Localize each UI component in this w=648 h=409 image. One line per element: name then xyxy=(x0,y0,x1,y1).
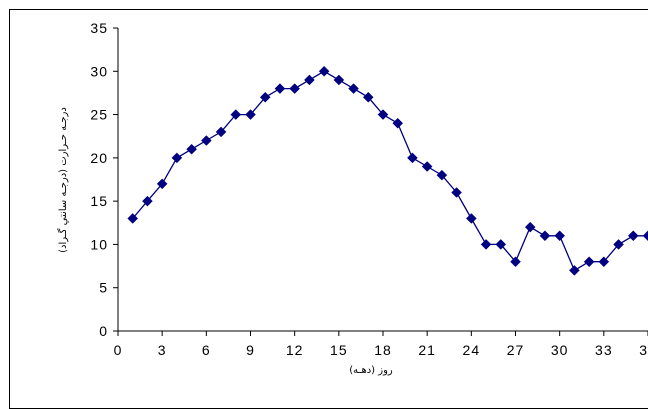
data-point xyxy=(318,65,330,77)
data-point xyxy=(524,221,536,233)
data-point xyxy=(348,83,359,94)
y-axis-title: درجـه حـرارت (درجـه سانتي گـراد) xyxy=(57,107,69,253)
x-tick-label: 9 xyxy=(246,342,255,358)
data-point xyxy=(451,187,462,198)
plot-area xyxy=(127,65,648,276)
y-tick-label: 30 xyxy=(90,63,108,79)
y-tick-label: 10 xyxy=(90,236,108,252)
x-tick-label: 30 xyxy=(551,342,569,358)
x-axis: 0369121518212427303336 xyxy=(114,330,648,358)
data-point xyxy=(554,230,566,242)
data-point xyxy=(215,126,227,138)
series-line xyxy=(132,70,648,272)
x-tick-label: 18 xyxy=(374,342,392,358)
data-point xyxy=(156,178,168,190)
data-point xyxy=(598,256,610,268)
data-point xyxy=(642,230,648,242)
y-tick-label: 20 xyxy=(90,150,108,166)
data-point xyxy=(289,83,301,94)
data-point xyxy=(436,169,448,181)
x-tick-label: 36 xyxy=(639,342,648,358)
data-point xyxy=(407,152,418,164)
x-tick-label: 6 xyxy=(202,342,211,358)
data-point xyxy=(274,83,286,94)
data-point xyxy=(392,117,404,129)
x-tick-label: 33 xyxy=(595,342,613,358)
data-point xyxy=(495,239,507,250)
data-point xyxy=(539,230,551,242)
data-point xyxy=(627,230,639,242)
data-point xyxy=(333,74,345,86)
x-tick-label: 0 xyxy=(114,342,123,358)
data-point xyxy=(127,213,139,224)
data-point xyxy=(142,195,153,207)
data-point xyxy=(480,239,492,250)
data-point xyxy=(259,91,271,103)
x-tick-label: 27 xyxy=(507,342,525,358)
y-tick-label: 5 xyxy=(99,280,108,296)
y-tick-label: 0 xyxy=(99,323,108,339)
data-point xyxy=(613,239,624,250)
data-point xyxy=(200,135,212,146)
x-tick-label: 24 xyxy=(463,342,481,358)
data-point xyxy=(230,109,242,120)
data-point xyxy=(465,213,477,224)
data-point xyxy=(569,265,580,276)
data-point xyxy=(377,109,389,120)
data-point xyxy=(171,152,183,164)
data-point xyxy=(362,91,374,103)
x-tick-label: 12 xyxy=(286,342,304,358)
x-axis-title: روز (دهـه) xyxy=(349,365,393,376)
x-tick-label: 15 xyxy=(330,342,348,358)
data-point xyxy=(245,109,256,120)
y-axis: 0 5 10 15 20 25 30 35 xyxy=(90,20,119,339)
data-point xyxy=(583,256,595,268)
y-tick-label: 35 xyxy=(90,20,108,36)
x-tick-label: 21 xyxy=(418,342,436,358)
data-point xyxy=(304,74,315,86)
data-point xyxy=(421,161,433,172)
y-tick-label: 15 xyxy=(90,193,108,209)
y-tick-label: 25 xyxy=(90,107,108,123)
data-point xyxy=(186,143,197,155)
x-tick-label: 3 xyxy=(158,342,167,358)
data-point xyxy=(510,256,521,268)
